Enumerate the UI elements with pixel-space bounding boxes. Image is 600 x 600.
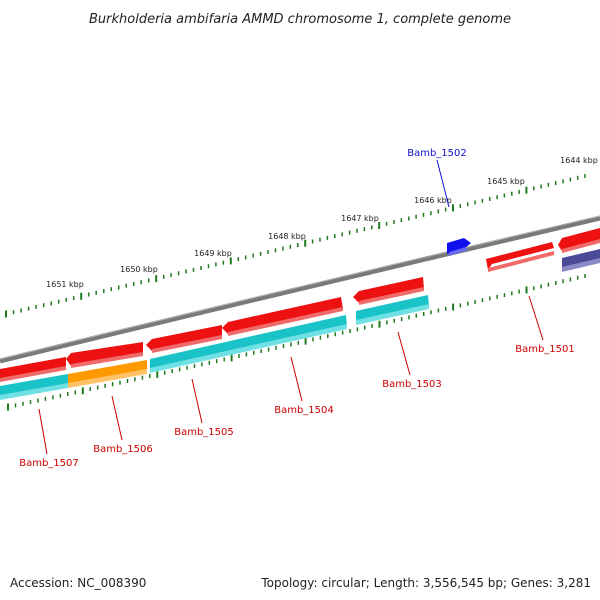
leader-bamb-1506 xyxy=(111,395,123,441)
kbp-label-1650: 1650 kbp xyxy=(120,265,158,274)
genome-backbone-highlight xyxy=(0,215,600,360)
gene-arrow-bamb-1508[interactable] xyxy=(0,357,66,380)
reverse-gene-row xyxy=(0,249,600,400)
kbp-label-1645: 1645 kbp xyxy=(487,177,525,186)
kbp-label-1644: 1644 kbp xyxy=(560,156,598,165)
kbp-label-1649: 1649 kbp xyxy=(194,249,232,258)
gene-arrow-bamb-1507-top[interactable] xyxy=(66,342,143,366)
gene-label-bamb-1505[interactable]: Bamb_1505 xyxy=(174,427,234,438)
leader-bamb-1507 xyxy=(38,408,48,455)
gene-arrow-bamb-1506-top[interactable] xyxy=(146,325,222,351)
gene-arrow-bamb-1501[interactable] xyxy=(486,242,554,270)
gene-label-bamb-1501[interactable]: Bamb_1501 xyxy=(515,344,575,355)
kbp-label-1647: 1647 kbp xyxy=(341,214,379,223)
gene-label-bamb-1507[interactable]: Bamb_1507 xyxy=(19,458,79,469)
kbp-label-1646: 1646 kbp xyxy=(414,196,452,205)
forward-gene-row xyxy=(0,228,600,382)
inner-tick-ring xyxy=(7,274,586,411)
gene-arrow-bamb-1502[interactable] xyxy=(447,238,471,254)
gene-arrow-bamb-1500[interactable] xyxy=(558,228,600,251)
gene-labels: Bamb_1507 Bamb_1506 Bamb_1505 Bamb_1504 … xyxy=(19,148,575,469)
accession-text: Accession: NC_008390 xyxy=(10,576,146,590)
gene-arrow-bamb-1504-top[interactable] xyxy=(353,277,424,303)
outer-tick-ring xyxy=(5,174,586,318)
leader-bamb-1501 xyxy=(528,295,544,341)
leader-bamb-1504 xyxy=(290,356,303,402)
leader-bamb-1503 xyxy=(397,331,411,376)
gene-label-bamb-1506[interactable]: Bamb_1506 xyxy=(93,444,153,455)
kbp-labels: 1651 kbp 1650 kbp 1649 kbp 1648 kbp 1647… xyxy=(46,156,598,289)
genome-summary-text: Topology: circular; Length: 3,556,545 bp… xyxy=(260,576,591,590)
gene-label-bamb-1503[interactable]: Bamb_1503 xyxy=(382,379,442,390)
map-title: Burkholderia ambifaria AMMD chromosome 1… xyxy=(89,12,511,27)
gene-label-bamb-1502[interactable]: Bamb_1502 xyxy=(407,148,467,159)
kbp-label-1648: 1648 kbp xyxy=(268,232,306,241)
kbp-label-1651: 1651 kbp xyxy=(46,280,84,289)
gene-arrow-bamb-1505-top[interactable] xyxy=(222,297,343,334)
leader-bamb-1505 xyxy=(191,378,203,424)
gene-label-bamb-1504[interactable]: Bamb_1504 xyxy=(274,405,334,416)
leader-bamb-1502 xyxy=(436,159,450,208)
gene-leader-lines xyxy=(38,159,544,455)
genome-backbone xyxy=(0,215,600,364)
